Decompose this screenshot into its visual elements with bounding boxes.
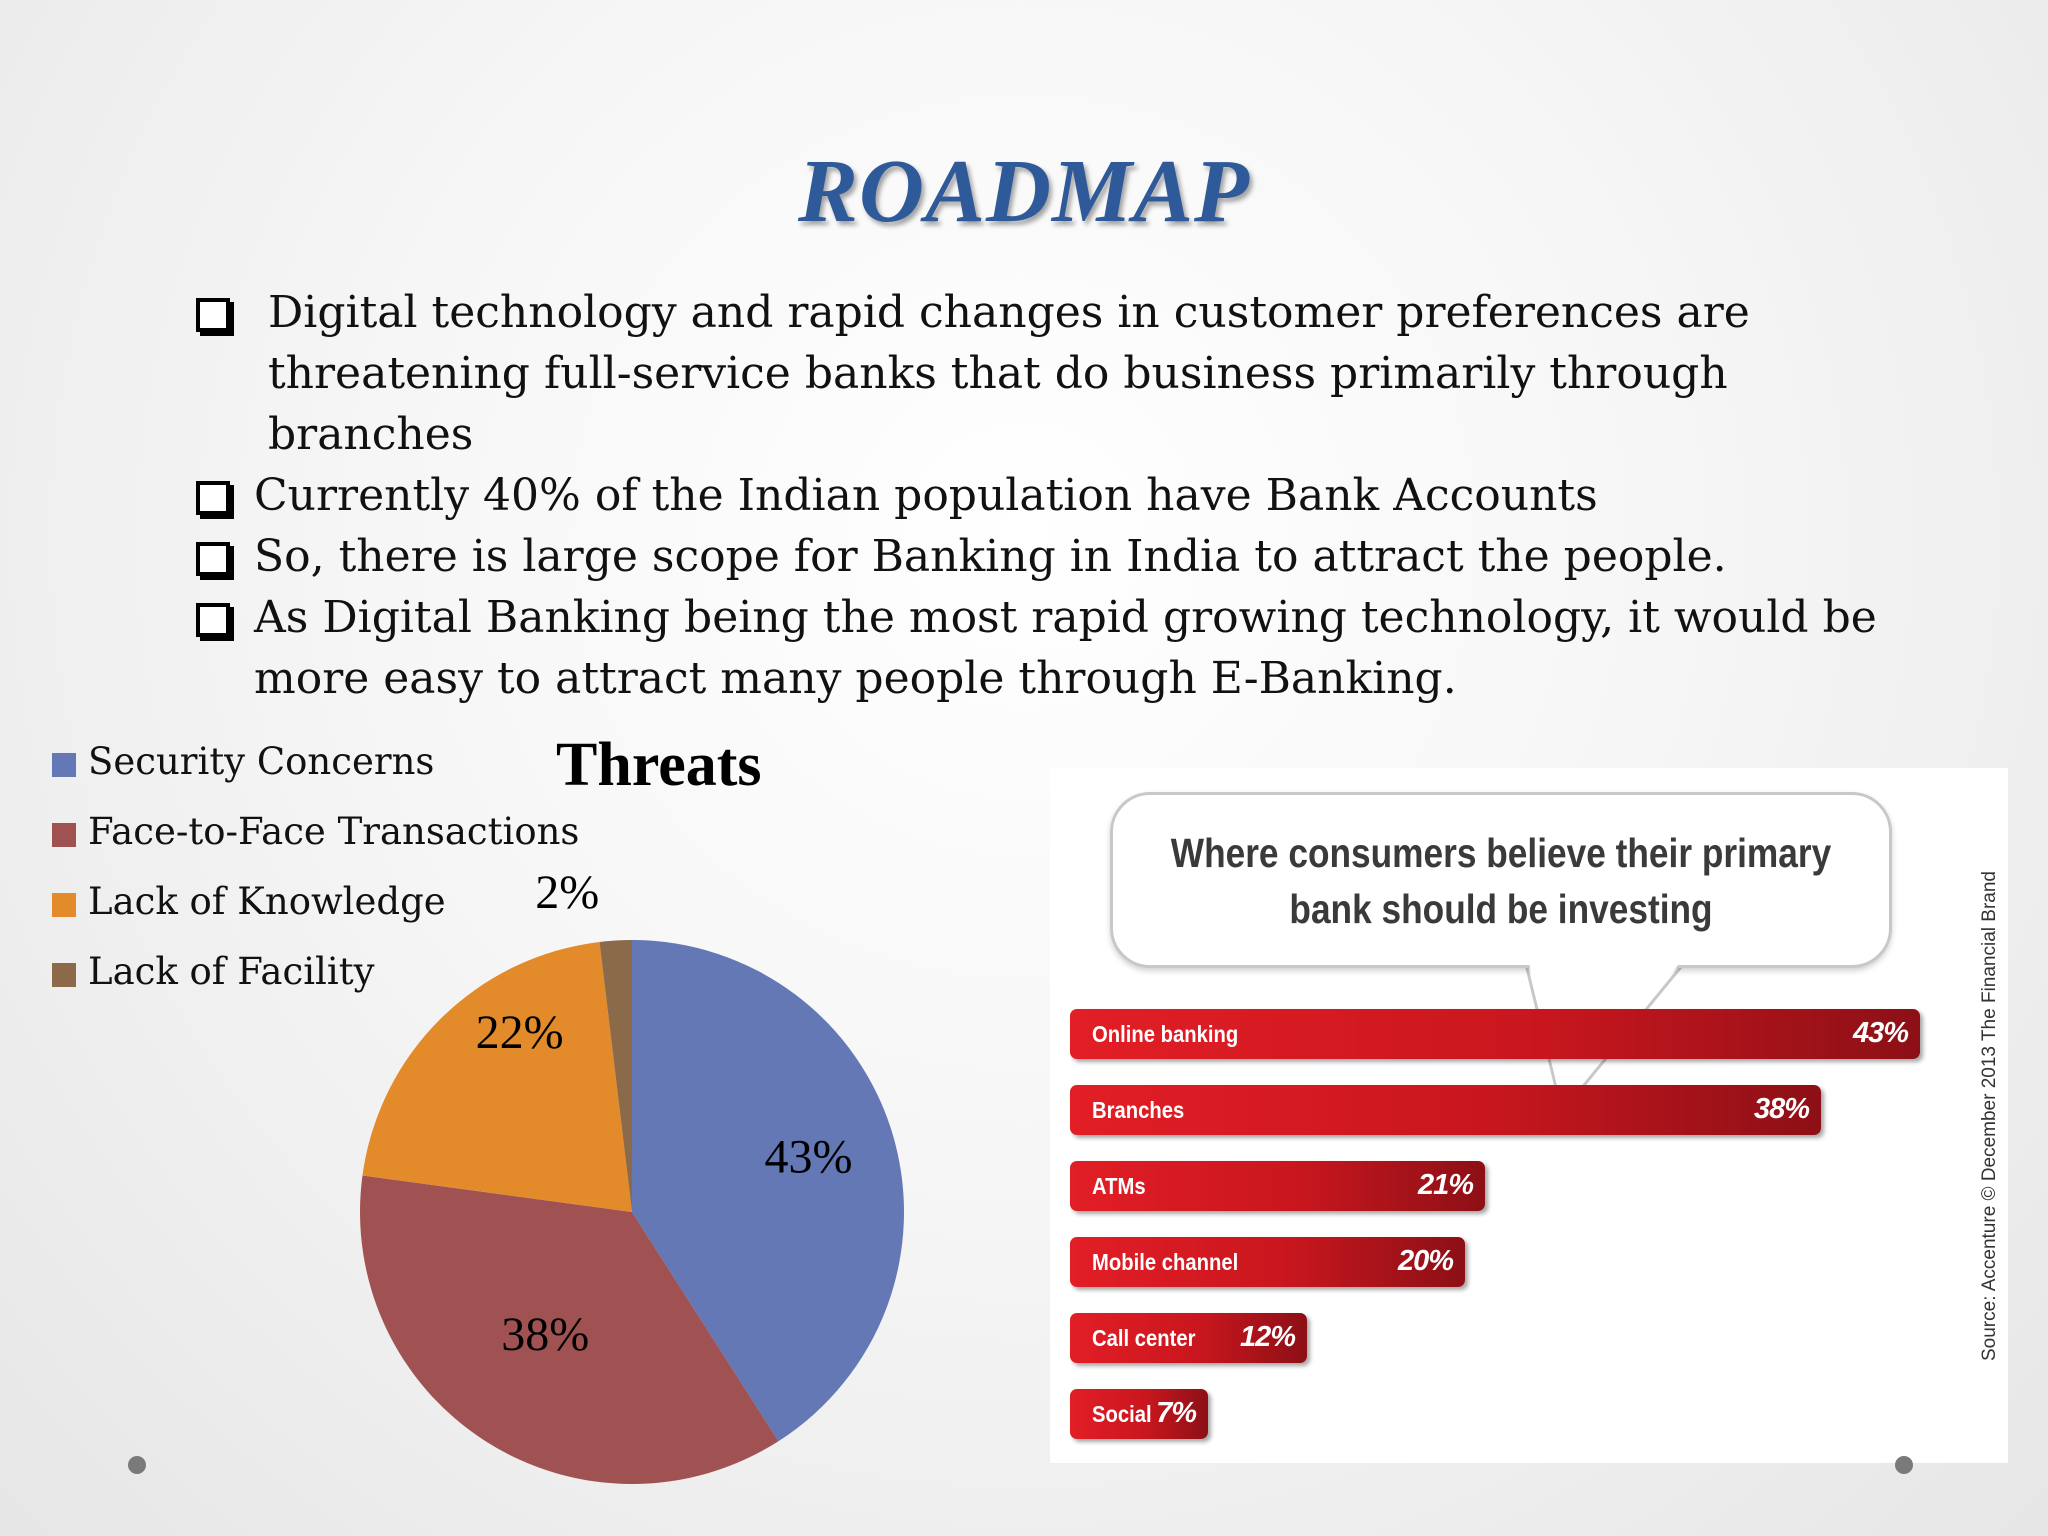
legend-item-face-to-face: Face-to-Face Transactions [52, 810, 579, 880]
bar-label: Social [1092, 1401, 1152, 1427]
threats-pie-chart: 43% 38% 22% 2% [360, 866, 904, 1484]
slide-dot-right [1895, 1456, 1913, 1474]
infographic-title: Where consumers believe their primary ba… [1170, 830, 1832, 932]
bullet-text: Digital technology and rapid changes in … [268, 287, 1750, 460]
legend-swatch [52, 893, 76, 917]
pie-legend: Security Concerns Face-to-Face Transacti… [52, 740, 579, 1020]
bar-label: Branches [1092, 1097, 1185, 1123]
bar-value: 20% [1397, 1245, 1454, 1277]
slide-title: ROADMAP [797, 142, 1251, 241]
pie-slice-lack-of-facility [599, 940, 632, 1212]
bar-value: 38% [1753, 1093, 1810, 1125]
bullet-item: Digital technology and rapid changes in … [190, 282, 1990, 465]
pie-data-label: 38% [501, 1308, 589, 1361]
checkbox-bullet-icon [196, 481, 230, 515]
bullet-item: Currently 40% of the Indian population h… [190, 465, 1990, 526]
legend-label: Security Concerns [88, 740, 435, 783]
legend-item-lack-of-knowledge: Lack of Knowledge [52, 880, 579, 950]
bar-value: 7% [1156, 1397, 1197, 1429]
bullet-list: Digital technology and rapid changes in … [190, 282, 1990, 709]
source-text: Source: Accenture © December 2013 The Fi… [1979, 871, 2000, 1361]
checkbox-bullet-icon [196, 542, 230, 576]
bar-online-banking: Online banking 43% [1070, 1009, 1920, 1059]
speech-bubble: Where consumers believe their primary ba… [1110, 792, 1892, 968]
bar-social: Social 7% [1070, 1389, 1208, 1439]
legend-swatch [52, 823, 76, 847]
bar-atms: ATMs 21% [1070, 1161, 1485, 1211]
pie-slice-lack-of-knowledge [362, 941, 632, 1212]
legend-label: Lack of Knowledge [88, 880, 446, 923]
pie-chart-title: Threats [556, 731, 762, 799]
legend-swatch [52, 963, 76, 987]
bar-value: 43% [1852, 1017, 1909, 1049]
pie-slice-face-to-face-transactions [360, 1175, 779, 1484]
bullet-item: As Digital Banking being the most rapid … [190, 587, 1990, 709]
legend-label: Lack of Facility [88, 950, 375, 993]
bar-value: 21% [1417, 1169, 1474, 1201]
pie-slice-security-concerns [632, 940, 904, 1442]
pie-data-label: 22% [476, 1006, 564, 1059]
bar-branches: Branches 38% [1070, 1085, 1821, 1135]
bar-call-center: Call center 12% [1070, 1313, 1307, 1363]
bullet-item: So, there is large scope for Banking in … [190, 526, 1990, 587]
source-note: Source: Accenture © December 2013 The Fi… [1970, 768, 2010, 1463]
pie-data-label: 2% [535, 866, 599, 919]
bar-label: Mobile channel [1092, 1249, 1239, 1275]
bullet-text: Currently 40% of the Indian population h… [254, 470, 1598, 521]
slide-dot-left [128, 1456, 146, 1474]
bar-label: Call center [1092, 1325, 1196, 1351]
bar-value: 12% [1239, 1321, 1296, 1353]
bar-mobile-channel: Mobile channel 20% [1070, 1237, 1465, 1287]
bar-label: Online banking [1092, 1021, 1239, 1047]
checkbox-bullet-icon [196, 298, 230, 332]
legend-label: Face-to-Face Transactions [88, 810, 580, 853]
bullet-text: As Digital Banking being the most rapid … [254, 592, 1877, 704]
bullet-text: So, there is large scope for Banking in … [254, 531, 1727, 582]
pie-data-label: 43% [764, 1131, 852, 1184]
legend-item-security-concerns: Security Concerns [52, 740, 579, 810]
legend-swatch [52, 753, 76, 777]
bar-label: ATMs [1092, 1173, 1146, 1199]
investment-infographic: Where consumers believe their primary ba… [1050, 768, 2008, 1463]
legend-item-lack-of-facility: Lack of Facility [52, 950, 579, 1020]
checkbox-bullet-icon [196, 603, 230, 637]
